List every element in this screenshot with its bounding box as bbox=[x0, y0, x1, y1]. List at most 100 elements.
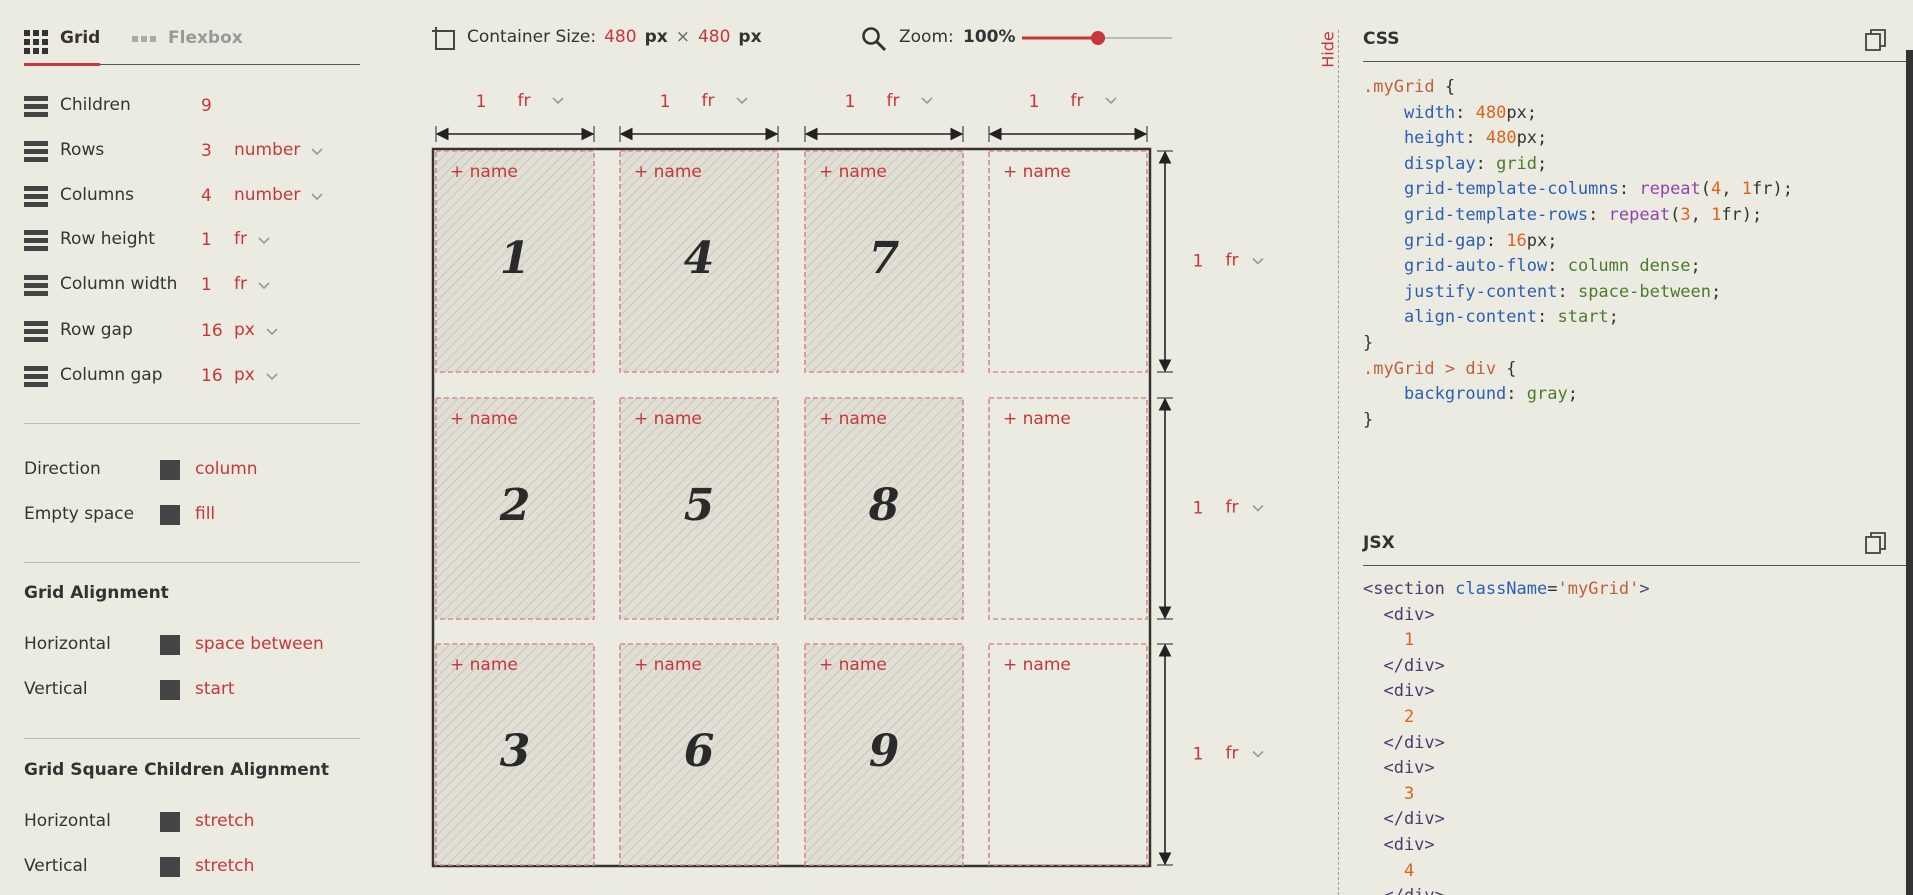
row-track-value[interactable]: 1 bbox=[1193, 499, 1204, 519]
icon-bar bbox=[24, 374, 48, 379]
chevron bbox=[311, 148, 323, 156]
children-alignment-value[interactable]: stretch bbox=[195, 856, 255, 876]
row-track-value[interactable]: 1 bbox=[1193, 745, 1204, 765]
code-token: repeat bbox=[1639, 179, 1701, 200]
add-name[interactable]: + name bbox=[1003, 162, 1071, 182]
icon-box bbox=[160, 635, 180, 655]
setting-unit[interactable]: fr bbox=[234, 274, 247, 294]
code-token: > bbox=[1639, 579, 1650, 599]
column-track-value[interactable]: 1 bbox=[660, 92, 671, 112]
add-name[interactable]: + name bbox=[819, 409, 887, 429]
grid-cell[interactable] bbox=[988, 397, 1148, 620]
grid-cell[interactable] bbox=[619, 643, 779, 866]
chevron-line bbox=[258, 282, 270, 290]
copy-icon[interactable] bbox=[1864, 28, 1888, 52]
grid-alignment-value[interactable]: space between bbox=[195, 634, 324, 654]
column-track-unit[interactable]: fr bbox=[702, 91, 715, 111]
copy-icon[interactable] bbox=[1864, 531, 1888, 555]
row-track-unit[interactable]: fr bbox=[1226, 498, 1239, 518]
column-track-unit[interactable]: fr bbox=[887, 91, 900, 111]
icon-bar bbox=[24, 275, 48, 280]
add-name[interactable]: + name bbox=[450, 409, 518, 429]
css-code: .myGrid { width: 480px; height: 480px; d… bbox=[1363, 75, 1793, 433]
setting-value[interactable]: 16 bbox=[201, 321, 223, 341]
grid-cell[interactable] bbox=[619, 397, 779, 620]
hide-button[interactable]: Hide bbox=[1318, 31, 1338, 68]
code-token: 4 bbox=[1363, 860, 1415, 881]
setting-unit[interactable]: fr bbox=[234, 229, 247, 249]
setting-unit[interactable]: number bbox=[234, 140, 301, 160]
icon-box bbox=[160, 680, 180, 700]
add-name[interactable]: + name bbox=[1003, 655, 1071, 675]
code-token: display bbox=[1363, 153, 1476, 174]
setting-value[interactable]: 1 bbox=[201, 230, 212, 250]
code-line: 4 bbox=[1363, 859, 1650, 885]
chevron bbox=[266, 328, 278, 336]
grid-cell[interactable] bbox=[804, 397, 964, 620]
height-value[interactable]: 480 bbox=[697, 27, 731, 47]
setting-unit[interactable]: px bbox=[234, 365, 255, 385]
children-alignment-value[interactable]: stretch bbox=[195, 811, 255, 831]
code-token: fr); bbox=[1721, 204, 1763, 225]
code-line: background: gray; bbox=[1363, 382, 1793, 408]
tab-grid[interactable]: Grid bbox=[60, 28, 101, 48]
code-token: grid-auto-flow bbox=[1363, 256, 1548, 277]
setting-value[interactable]: 3 bbox=[201, 141, 212, 161]
row-track-unit[interactable]: fr bbox=[1226, 251, 1239, 271]
grid-cell[interactable] bbox=[804, 150, 964, 373]
grid-cell[interactable] bbox=[804, 643, 964, 866]
add-name[interactable]: + name bbox=[819, 655, 887, 675]
add-name[interactable]: + name bbox=[819, 162, 887, 182]
flow-value[interactable]: column bbox=[195, 459, 258, 479]
code-token: align-content bbox=[1363, 307, 1537, 328]
code-token: : bbox=[1455, 102, 1476, 123]
column-track-unit[interactable]: fr bbox=[518, 91, 531, 111]
code-token: 16 bbox=[1506, 230, 1527, 251]
width-unit: px bbox=[644, 27, 668, 47]
add-name[interactable]: + name bbox=[634, 162, 702, 182]
grid-cell[interactable] bbox=[988, 150, 1148, 373]
code-line: } bbox=[1363, 408, 1793, 434]
add-name[interactable]: + name bbox=[634, 409, 702, 429]
grid-cell[interactable] bbox=[435, 397, 595, 620]
add-name[interactable]: + name bbox=[634, 655, 702, 675]
setting-unit[interactable]: px bbox=[234, 320, 255, 340]
tab-flexbox[interactable]: Flexbox bbox=[168, 28, 243, 48]
grid-cell[interactable] bbox=[619, 150, 779, 373]
setting-value[interactable]: 9 bbox=[201, 96, 212, 116]
setting-value[interactable]: 1 bbox=[201, 275, 212, 295]
column-track-unit[interactable]: fr bbox=[1071, 91, 1084, 111]
chevron-line bbox=[266, 373, 278, 381]
code-token: gray bbox=[1526, 384, 1568, 405]
icon-bar bbox=[24, 186, 48, 191]
row-track-unit[interactable]: fr bbox=[1226, 744, 1239, 764]
setting-value[interactable]: 16 bbox=[201, 366, 223, 386]
add-name[interactable]: + name bbox=[450, 162, 518, 182]
code-token: grid-gap bbox=[1363, 230, 1486, 251]
column-track-value[interactable]: 1 bbox=[845, 92, 856, 112]
add-name[interactable]: + name bbox=[1003, 409, 1071, 429]
code-token: px; bbox=[1506, 102, 1538, 123]
code-token: : bbox=[1557, 281, 1578, 302]
icon-bar bbox=[24, 382, 48, 387]
code-token: <section bbox=[1363, 579, 1456, 599]
setting-value[interactable]: 4 bbox=[201, 186, 212, 206]
setting-unit[interactable]: number bbox=[234, 185, 301, 205]
width-value[interactable]: 480 bbox=[604, 27, 637, 47]
add-name[interactable]: + name bbox=[450, 655, 518, 675]
cell-number: 3 bbox=[500, 726, 531, 777]
row-track-value[interactable]: 1 bbox=[1193, 252, 1204, 272]
code-token: className bbox=[1455, 579, 1548, 599]
grid-cell[interactable] bbox=[988, 643, 1148, 866]
times-sign: × bbox=[675, 27, 690, 47]
zoom-slider[interactable] bbox=[1020, 28, 1176, 48]
grid-cell[interactable] bbox=[435, 643, 595, 866]
grid-cell[interactable] bbox=[435, 150, 595, 373]
grid-alignment-value[interactable]: start bbox=[195, 679, 235, 699]
flow-value[interactable]: fill bbox=[195, 504, 216, 524]
chevron bbox=[736, 97, 748, 105]
column-track-value[interactable]: 1 bbox=[1029, 92, 1040, 112]
code-token: <div> bbox=[1363, 604, 1435, 625]
code-token: <div> bbox=[1363, 681, 1435, 702]
column-track-value[interactable]: 1 bbox=[476, 92, 487, 112]
